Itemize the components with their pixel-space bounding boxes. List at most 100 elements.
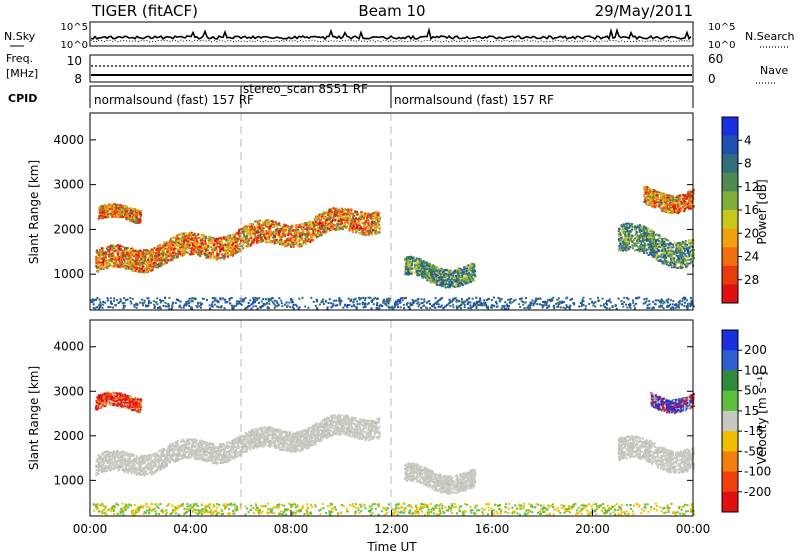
echo-cell — [139, 265, 142, 268]
echo-cell — [301, 234, 303, 237]
echo-cell — [450, 275, 453, 278]
echo-cell — [297, 232, 300, 235]
echo-cell — [97, 268, 100, 271]
echo-cell — [278, 222, 281, 225]
echo-cell — [109, 256, 112, 259]
echo-cell — [461, 279, 464, 282]
echo-cell — [100, 254, 103, 257]
echo-cell — [689, 258, 692, 261]
echo-cell — [432, 277, 435, 280]
echo-cell — [369, 225, 372, 228]
echo-cell — [162, 254, 165, 256]
echo-cell — [418, 264, 420, 267]
echo-cell — [133, 260, 136, 263]
echo-cell — [122, 250, 125, 253]
echo-cell — [340, 219, 343, 222]
echo-cell — [673, 242, 676, 245]
echo-cell — [100, 261, 103, 264]
echo-cell — [125, 216, 128, 219]
echo-cell — [119, 247, 122, 250]
echo-cell — [132, 247, 134, 250]
echo-cell — [455, 285, 458, 288]
echo-cell — [314, 228, 317, 231]
echo-cell — [421, 275, 423, 277]
echo-cell — [309, 228, 312, 231]
echo-cell — [649, 234, 652, 237]
echo-cell — [146, 252, 149, 255]
echo-cell — [173, 241, 176, 244]
echo-cell — [361, 228, 364, 231]
echo-cell — [344, 207, 347, 210]
echo-cell — [208, 238, 211, 241]
echo-cell — [117, 253, 119, 256]
echo-cell — [680, 255, 683, 258]
echo-cell — [450, 277, 453, 280]
echo-cell — [630, 223, 633, 225]
echo-cell — [364, 233, 367, 236]
echo-cell — [330, 226, 332, 229]
echo-cell — [159, 259, 161, 261]
echo-cell — [441, 276, 444, 279]
echo-cell — [294, 242, 297, 245]
echo-cell — [223, 237, 226, 240]
echo-cell — [657, 255, 660, 258]
echo-cell — [352, 216, 355, 219]
echo-cell — [110, 258, 113, 261]
echo-cell — [214, 255, 217, 258]
echo-cell — [138, 270, 141, 273]
echo-cell — [162, 256, 164, 259]
echo-cell — [270, 241, 273, 244]
echo-cell — [658, 240, 661, 243]
echo-cell — [622, 249, 625, 252]
echo-cell — [172, 249, 175, 252]
echo-cell — [348, 208, 351, 211]
echo-cell — [336, 209, 339, 212]
echo-cell — [438, 272, 441, 275]
echo-cell — [404, 259, 407, 261]
echo-cell — [375, 218, 377, 221]
echo-cell — [215, 244, 217, 247]
echo-cell — [181, 238, 184, 241]
echo-cell — [315, 217, 318, 220]
echo-cell — [178, 248, 181, 251]
echo-cell — [372, 213, 375, 215]
echo-cell — [254, 233, 256, 236]
echo-cell — [439, 284, 442, 286]
echo-cell — [206, 249, 209, 252]
echo-cell — [289, 243, 291, 246]
echo-cell — [119, 245, 122, 247]
echo-cell — [155, 252, 158, 255]
echo-cell — [474, 275, 477, 278]
echo-cell — [268, 241, 271, 243]
echo-cell — [253, 225, 256, 228]
echo-cell — [156, 256, 159, 259]
echo-cell — [244, 226, 247, 229]
echo-cell — [279, 236, 281, 239]
echo-cell — [219, 243, 222, 246]
echo-cell — [307, 231, 310, 234]
echo-cell — [113, 202, 116, 205]
echo-cell — [469, 278, 472, 280]
echo-cell — [119, 255, 122, 258]
echo-cell — [407, 273, 410, 276]
echo-cell — [219, 240, 222, 243]
echo-cell — [108, 251, 111, 254]
echo-cell — [638, 250, 641, 253]
echo-cell — [365, 227, 367, 230]
echo-cell — [352, 217, 355, 220]
echo-cell — [147, 270, 149, 273]
echo-cell — [241, 229, 244, 232]
echo-cell — [152, 248, 155, 251]
echo-cell — [670, 248, 673, 251]
echo-cell — [212, 253, 215, 256]
echo-cell — [245, 228, 248, 231]
echo-cell — [257, 231, 260, 234]
echo-cell — [405, 270, 408, 273]
echo-cell — [199, 236, 201, 239]
echo-cell — [106, 210, 109, 213]
echo-cell — [190, 231, 193, 234]
echo-cell — [160, 259, 163, 262]
echo-cell — [122, 207, 125, 210]
echo-cell — [304, 237, 307, 240]
echo-cell — [223, 255, 226, 258]
